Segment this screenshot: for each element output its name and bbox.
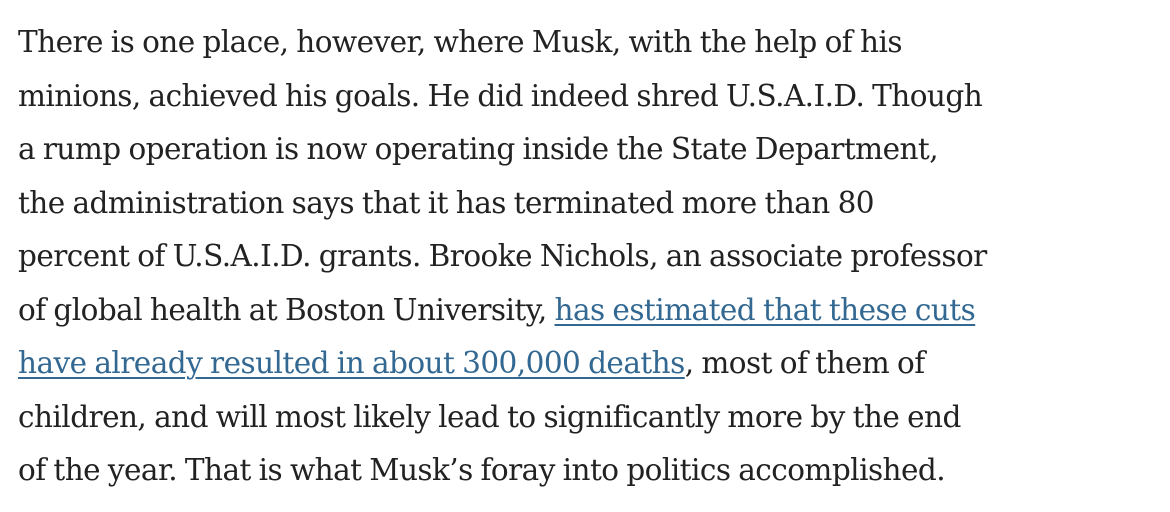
study-link-continued[interactable]: have already resulted in about 300,000 d… bbox=[18, 346, 685, 380]
study-link[interactable]: has estimated that these cuts bbox=[554, 292, 976, 327]
paragraph-line: children, and will most likely lead to s… bbox=[18, 399, 961, 434]
line-text: , most of them of bbox=[684, 346, 925, 380]
paragraph-line: of the year. That is what Musk’s foray i… bbox=[18, 453, 946, 487]
paragraph-line: There is one place, however, where Musk,… bbox=[18, 25, 902, 59]
article-paragraph: There is one place, however, where Musk,… bbox=[18, 16, 1158, 498]
paragraph-line: minions, achieved his goals. He did inde… bbox=[18, 78, 983, 113]
paragraph-line: have already resulted in about 300,000 d… bbox=[18, 337, 1158, 391]
paragraph-line: percent of U.S.A.I.D. grants. Brooke Nic… bbox=[18, 239, 987, 273]
paragraph-line: the administration says that it has term… bbox=[18, 185, 875, 220]
line-text: of global health at Boston University, bbox=[18, 292, 555, 327]
paragraph-line: of global health at Boston University, h… bbox=[18, 284, 1158, 338]
paragraph-line: a rump operation is now operating inside… bbox=[18, 132, 939, 166]
